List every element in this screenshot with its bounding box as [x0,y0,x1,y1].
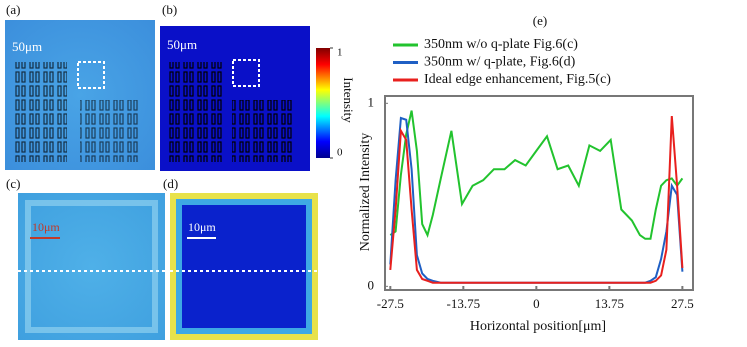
scale-bar-label: 50μm [12,39,42,54]
x-tick-label: 13.75 [595,296,624,311]
scale-bar-label: 50μm [167,37,197,52]
legend-label: 350nm w/ q-plate, Fig.6(d) [424,55,576,70]
plot-frame [384,95,694,291]
data-line [389,116,684,284]
colorbar-tick-label: 1 [337,47,343,59]
panel-label: (a) [6,2,20,17]
x-tick-label: 27.5 [671,296,694,311]
colorbar-tick-label: 0 [337,147,343,159]
scale-bar-label: 10μm [32,220,60,234]
legend-label: 350nm w/o q-plate Fig.6(c) [424,37,578,52]
scale-bar-label: 10μm [188,220,216,234]
y-tick-label: 0 [368,277,375,292]
image-b [160,26,310,171]
colorbar-label: Intensity [341,77,356,123]
image-d [170,193,318,340]
data-line [389,110,684,240]
x-tick-label: -13.75 [447,296,481,311]
x-axis-label: Horizontal position[μm] [470,319,606,334]
legend-label: Ideal edge enhancement, Fig.5(c) [424,72,611,87]
panel-label: (c) [6,176,20,191]
image-c [18,193,165,340]
data-line [389,116,684,284]
y-tick-label: 1 [368,94,375,109]
panel-label: (e) [533,13,547,28]
x-tick-label: 0 [533,296,540,311]
image-a [5,20,155,170]
colorbar [316,48,330,158]
y-axis-label: Normalized Intensity [358,133,373,252]
x-tick-label: -27.5 [377,296,404,311]
panel-label: (d) [163,176,178,191]
panel-label: (b) [162,2,177,17]
